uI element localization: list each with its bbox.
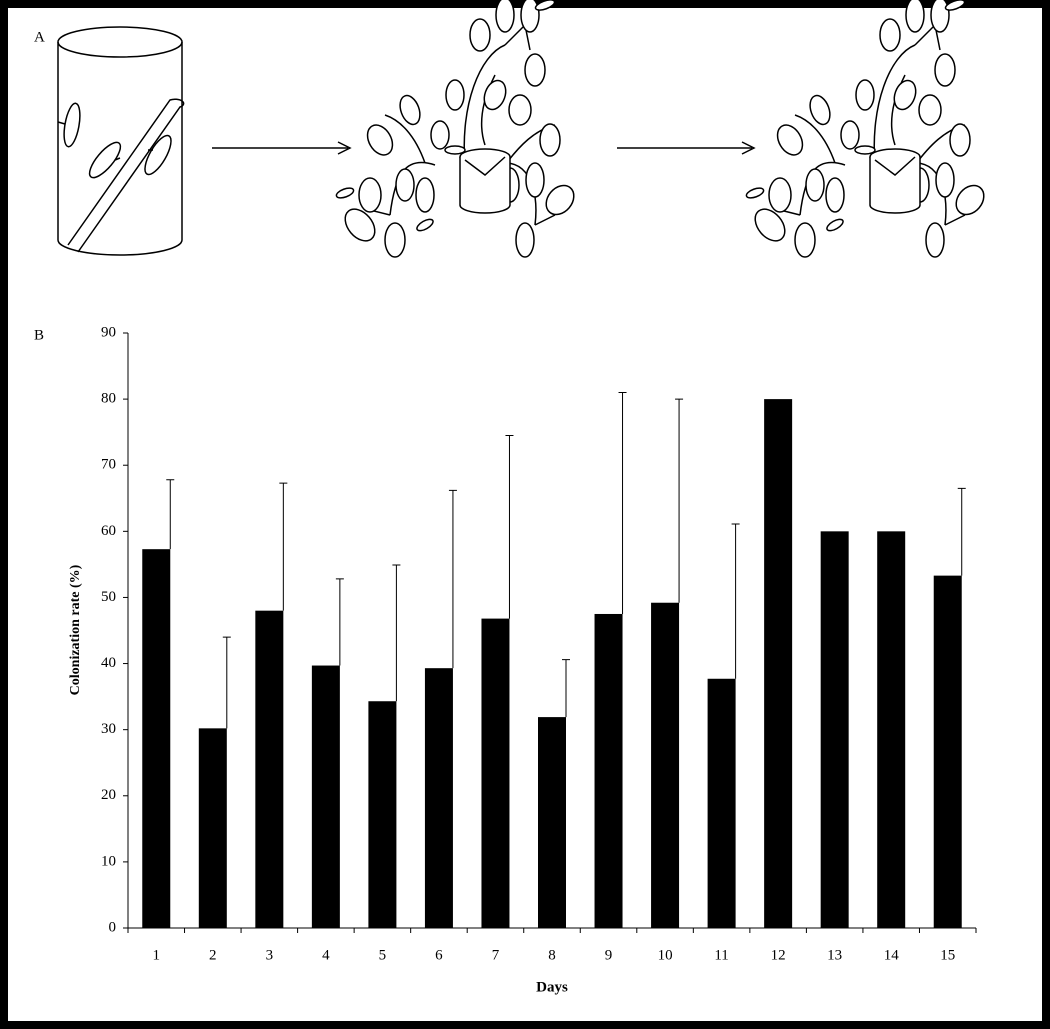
x-tick-label: 8 <box>548 947 556 963</box>
x-tick-label: 13 <box>827 947 842 963</box>
y-tick-label: 0 <box>109 919 117 935</box>
y-tick-label: 90 <box>101 324 116 340</box>
y-tick-label: 50 <box>101 589 116 605</box>
error-bar <box>279 482 288 611</box>
x-tick-label: 5 <box>379 947 387 963</box>
bar <box>707 678 736 928</box>
x-tick-label: 14 <box>884 947 900 963</box>
x-tick-label: 9 <box>605 947 613 963</box>
error-bar <box>335 578 344 666</box>
bar <box>651 602 680 928</box>
x-tick-label: 7 <box>492 947 500 963</box>
bar <box>198 728 227 928</box>
error-bar <box>166 479 175 550</box>
error-bar <box>392 564 401 702</box>
x-tick-label: 11 <box>714 947 728 963</box>
error-bar <box>505 434 514 619</box>
x-tick-label: 15 <box>940 947 955 963</box>
x-tick-label: 12 <box>771 947 786 963</box>
error-bar <box>957 487 966 576</box>
x-tick-label: 10 <box>658 947 673 963</box>
error-bar <box>731 523 740 679</box>
y-tick-label: 80 <box>101 391 116 407</box>
error-bar <box>675 398 684 603</box>
bar <box>933 575 962 928</box>
x-tick-label: 1 <box>153 947 161 963</box>
bar <box>142 549 171 928</box>
bar <box>368 701 397 928</box>
x-axis-label: Days <box>536 979 568 995</box>
bar <box>311 665 340 928</box>
y-axis-label: Colonization rate (%) <box>68 564 83 695</box>
panel-label: B <box>34 327 44 343</box>
y-tick-label: 60 <box>101 523 116 539</box>
x-tick-label: 3 <box>266 947 274 963</box>
error-bar <box>618 392 627 614</box>
x-tick-label: 2 <box>209 947 217 963</box>
bar <box>820 531 849 928</box>
y-tick-label: 40 <box>101 655 116 671</box>
bar <box>424 668 453 928</box>
y-tick-label: 20 <box>101 787 116 803</box>
y-tick-label: 30 <box>101 721 116 737</box>
error-bar <box>448 489 457 669</box>
x-tick-label: 6 <box>435 947 443 963</box>
y-tick-label: 70 <box>101 457 116 473</box>
y-tick-label: 10 <box>101 853 116 869</box>
bar <box>594 613 623 928</box>
bar <box>255 610 284 928</box>
bar <box>538 717 566 928</box>
bar <box>764 399 793 929</box>
panel-label: A <box>34 29 45 45</box>
bar <box>481 618 510 928</box>
x-tick-label: 4 <box>322 947 330 963</box>
bar <box>877 531 906 928</box>
error-bar <box>222 636 231 729</box>
diagram <box>57 0 991 258</box>
error-bar <box>562 659 570 718</box>
